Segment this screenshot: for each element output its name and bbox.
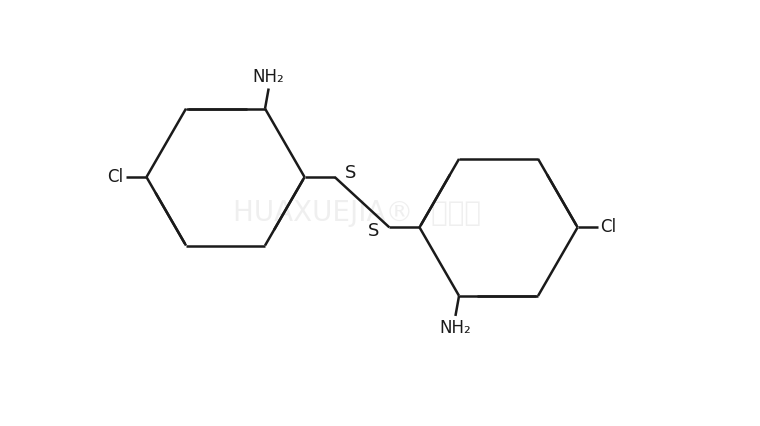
Text: NH₂: NH₂ <box>253 68 284 86</box>
Text: NH₂: NH₂ <box>439 319 471 337</box>
Text: Cl: Cl <box>600 219 616 236</box>
Text: S: S <box>345 164 356 182</box>
Text: Cl: Cl <box>107 168 123 186</box>
Text: HUAXUEJIA®  化学加: HUAXUEJIA® 化学加 <box>233 199 481 227</box>
Text: S: S <box>368 222 379 240</box>
